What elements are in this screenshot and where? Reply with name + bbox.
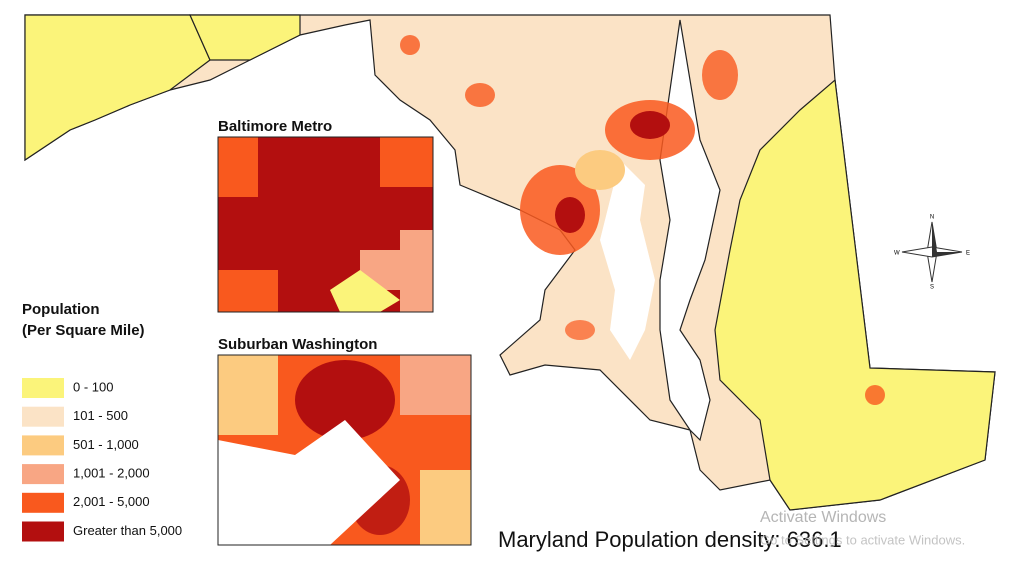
legend-swatch bbox=[22, 435, 64, 456]
compass: N S E W bbox=[894, 215, 970, 291]
watermark: Go to Settings to activate Windows. bbox=[760, 532, 965, 547]
inset-title: Suburban Washington bbox=[218, 336, 377, 353]
inset-title: Baltimore Metro bbox=[218, 118, 332, 135]
legend-label: 0 - 100 bbox=[73, 379, 113, 394]
legend-title: (Per Square Mile) bbox=[22, 322, 145, 339]
legend-swatch bbox=[22, 464, 64, 485]
legend-label: 501 - 1,000 bbox=[73, 437, 139, 452]
baltimore-inset bbox=[217, 136, 434, 313]
washington-inset bbox=[217, 354, 472, 546]
compass-e: E bbox=[966, 251, 970, 257]
legend-label: 1,001 - 2,000 bbox=[73, 466, 150, 481]
legend-label: Greater than 5,000 bbox=[73, 523, 182, 538]
legend-label: 101 - 500 bbox=[73, 408, 128, 423]
caption: Maryland Population density: 636.1 bbox=[498, 527, 842, 552]
watermark: Activate Windows bbox=[760, 509, 886, 526]
legend-title: Population bbox=[22, 301, 100, 318]
compass-w: W bbox=[894, 251, 900, 257]
state-map bbox=[24, 14, 996, 511]
compass-n: N bbox=[930, 215, 934, 221]
legend-label: 2,001 - 5,000 bbox=[73, 494, 150, 509]
legend-swatch bbox=[22, 406, 64, 427]
compass-s: S bbox=[930, 285, 934, 291]
legend: Population (Per Square Mile) 0 - 100 101 … bbox=[22, 301, 182, 542]
legend-swatch bbox=[22, 521, 64, 542]
density-hotspots bbox=[400, 35, 885, 405]
legend-swatch bbox=[22, 492, 64, 513]
legend-swatch bbox=[22, 378, 64, 398]
